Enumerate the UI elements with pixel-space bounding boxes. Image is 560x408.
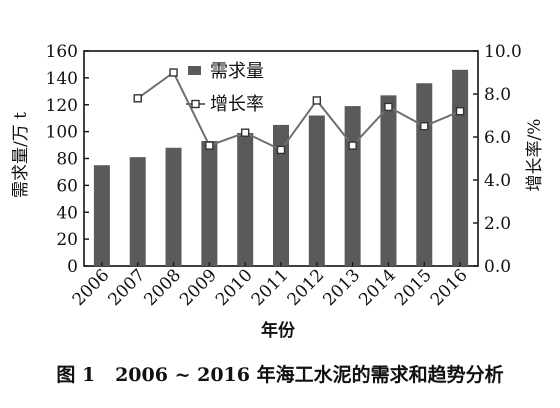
figure-caption: 图 1 2006 ~ 2016 年海工水泥的需求和趋势分析 [0,360,560,387]
legend-marker-swatch [191,99,200,109]
figure-title: 2006 ~ 2016 年海工水泥的需求和趋势分析 [115,364,504,386]
x-axis-label: 年份 [261,320,296,341]
x-axis: 2006200720082009201020112012201320142015… [69,262,472,310]
growth-rate-point-2015 [420,122,429,131]
x-tick-label-2008: 2008 [140,265,185,310]
x-tick-label-2011: 2011 [248,265,293,310]
x-tick-label-2007: 2007 [105,265,150,310]
legend-label-growth: 增长率 [210,94,264,115]
bar-2016 [452,69,469,266]
right-axis: 0.0 2.0 4.0 6.0 8.0 10.0 [473,42,522,277]
y-axis-label-right: 增长率/% [525,119,545,192]
bar-2013 [344,106,361,266]
left-tick-label: 100 [46,123,78,143]
growth-rate-point-2012 [312,96,322,105]
growth-rate-point-2010 [240,128,250,137]
bar-2014 [380,95,397,266]
left-tick-label: 60 [56,176,78,196]
right-tick-label: 10.0 [484,42,522,62]
legend-bar-swatch [188,66,201,75]
growth-rate-point-2014 [384,102,393,112]
bar-2011 [273,124,289,266]
x-tick-label-2012: 2012 [284,265,329,310]
bar-2010 [237,132,254,266]
left-tick-label: 140 [46,69,78,89]
bar-2007 [129,157,146,266]
growth-rate-point-2007 [133,94,142,103]
left-tick-label: 80 [56,150,78,170]
right-tick-label: 0.0 [484,257,511,277]
bar-2006 [93,165,110,266]
bar-2015 [416,83,433,266]
left-tick-label: 40 [56,203,78,223]
x-tick-label-2016: 2016 [427,265,472,310]
bar-2009 [201,141,218,266]
x-tick-label-2009: 2009 [176,265,221,310]
left-tick-label: 20 [56,230,78,250]
legend-label-demand: 需求量 [210,61,264,82]
right-tick-label: 8.0 [484,85,511,105]
left-tick-label: 120 [46,96,78,116]
x-tick-label-2015: 2015 [391,265,436,310]
bar-2012 [308,115,325,266]
growth-rate-point-2008 [169,68,178,77]
left-tick-label: 160 [46,42,78,62]
left-axis: 0 20 40 60 80 100 120 140 160 [46,42,89,277]
x-tick-label-2014: 2014 [355,265,400,310]
growth-rate-line [137,70,461,152]
figure-label: 图 1 [56,364,96,386]
growth-rate-point-2016 [455,106,465,116]
bar-series [93,69,469,266]
growth-rate-point-2013 [348,141,357,150]
growth-rate-point-2011 [276,145,286,155]
x-tick-label-2010: 2010 [212,265,257,310]
y-axis-label-left: 需求量/万 t [11,112,31,198]
right-tick-label: 2.0 [484,214,511,234]
line-series [133,68,465,155]
right-tick-label: 4.0 [484,171,511,191]
x-tick-label-2013: 2013 [319,265,364,310]
right-tick-label: 6.0 [484,128,511,148]
bar-2008 [165,147,182,266]
left-tick-label: 0 [67,257,78,277]
growth-rate-point-2009 [205,141,214,150]
